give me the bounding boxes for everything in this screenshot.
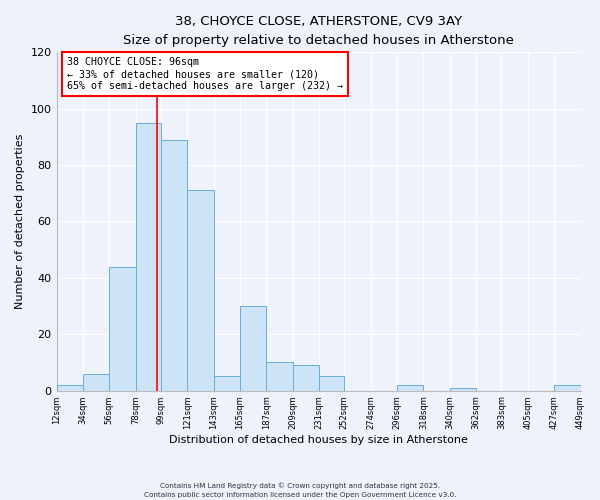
X-axis label: Distribution of detached houses by size in Atherstone: Distribution of detached houses by size …: [169, 435, 468, 445]
Bar: [319, 376, 344, 390]
Text: 38 CHOYCE CLOSE: 96sqm
← 33% of detached houses are smaller (120)
65% of semi-de: 38 CHOYCE CLOSE: 96sqm ← 33% of detached…: [67, 58, 343, 90]
Bar: [214, 376, 240, 390]
Bar: [397, 385, 424, 390]
Bar: [83, 374, 109, 390]
Bar: [56, 385, 83, 390]
Bar: [161, 140, 187, 390]
Bar: [136, 123, 161, 390]
Bar: [266, 362, 293, 390]
Bar: [109, 266, 136, 390]
Bar: [240, 306, 266, 390]
Y-axis label: Number of detached properties: Number of detached properties: [15, 134, 25, 309]
Bar: [554, 385, 581, 390]
Bar: [293, 365, 319, 390]
Title: 38, CHOYCE CLOSE, ATHERSTONE, CV9 3AY
Size of property relative to detached hous: 38, CHOYCE CLOSE, ATHERSTONE, CV9 3AY Si…: [123, 15, 514, 47]
Bar: [187, 190, 214, 390]
Bar: [450, 388, 476, 390]
Text: Contains HM Land Registry data © Crown copyright and database right 2025.
Contai: Contains HM Land Registry data © Crown c…: [144, 482, 456, 498]
